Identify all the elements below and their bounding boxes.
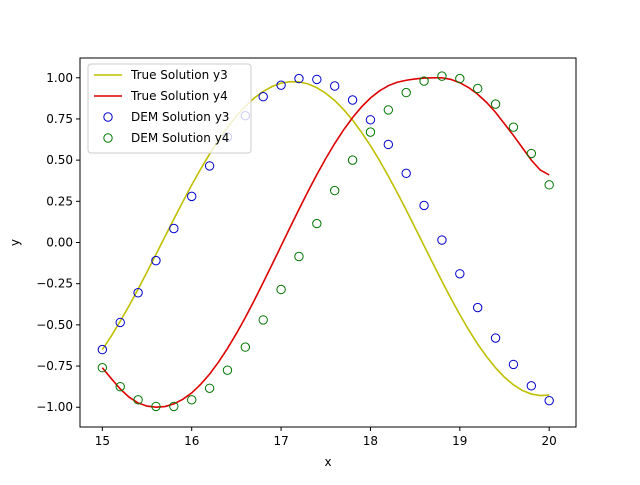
legend-marker-swatch xyxy=(103,112,113,122)
series-4-point xyxy=(455,73,465,84)
series-4-point xyxy=(401,87,411,98)
x-tick-label: 20 xyxy=(542,434,557,448)
series-4-point xyxy=(276,284,286,295)
series-4-point xyxy=(187,395,197,405)
y-tick-label: −0.75 xyxy=(36,359,73,373)
series-4-point xyxy=(347,155,358,165)
y-tick-label: −1.00 xyxy=(36,400,73,414)
x-axis: 15 16 17 18 19 20 xyxy=(95,427,557,448)
series-4-point xyxy=(115,381,125,392)
series-3-point xyxy=(115,317,125,328)
legend-marker-swatch xyxy=(103,133,113,143)
legend-label: DEM Solution y3 xyxy=(131,110,229,124)
y-tick-label: 0.50 xyxy=(46,153,73,167)
y-axis: −1.00 −0.75 −0.50 −0.25 0.00 0.25 0.50 0.75 1.00 xyxy=(36,71,80,414)
series-4-point xyxy=(508,122,519,132)
series-3-point xyxy=(151,255,161,266)
series-3-point xyxy=(526,381,537,391)
x-tick-label: 17 xyxy=(273,434,288,448)
series-4-point xyxy=(472,83,483,94)
series-3-point xyxy=(419,200,429,211)
x-axis-label: x xyxy=(324,455,331,469)
axes-frame xyxy=(79,57,577,428)
y-tick-label: −0.50 xyxy=(36,318,73,332)
plot-area xyxy=(97,71,554,412)
x-tick-label: 19 xyxy=(452,434,467,448)
series-4-point xyxy=(490,99,501,109)
series-4-point xyxy=(526,148,537,159)
series-3-point xyxy=(401,168,411,179)
x-tick-label: 15 xyxy=(95,434,110,448)
series-4-point xyxy=(222,365,233,375)
series-4-point xyxy=(133,395,143,405)
series-4-point xyxy=(383,105,394,115)
series-4-point xyxy=(330,185,340,196)
series-3-point xyxy=(312,74,322,85)
series-4-point xyxy=(294,251,304,262)
y-tick-label: −0.25 xyxy=(36,277,73,291)
series-3-point xyxy=(347,95,358,105)
legend: True Solution y3 True Solution y4 DEM Solu… xyxy=(87,63,252,154)
series-3-point xyxy=(276,80,286,90)
series-3-point xyxy=(294,73,304,84)
y-tick-label: 0.75 xyxy=(46,112,73,126)
x-tick-label: 16 xyxy=(184,434,199,448)
series-4-point xyxy=(240,342,251,352)
series-3-point xyxy=(472,302,483,313)
legend-label: True Solution y4 xyxy=(130,89,228,103)
y-tick-label: 0.00 xyxy=(46,236,73,250)
series-3-point xyxy=(508,359,519,370)
series-4-point xyxy=(544,180,554,190)
legend-label: True Solution y3 xyxy=(130,68,228,82)
series-3-point xyxy=(258,92,268,102)
series-3-point xyxy=(204,161,215,171)
series-3-point xyxy=(490,333,501,343)
series-3-point xyxy=(437,235,447,245)
series-4-point xyxy=(419,76,429,86)
series-3-point xyxy=(544,395,554,406)
series-4-point xyxy=(437,71,447,81)
series-4-point xyxy=(151,401,161,412)
series-4-point xyxy=(204,383,215,393)
series-line-1 xyxy=(101,80,550,397)
series-3-point xyxy=(97,344,108,355)
series-4-point xyxy=(365,127,376,137)
series-3-point xyxy=(383,139,394,150)
y-tick-label: 1.00 xyxy=(46,71,73,85)
series-3-point xyxy=(133,288,143,298)
series-4-point xyxy=(258,315,268,325)
legend-label: DEM Solution y4 xyxy=(131,131,229,145)
series-4-point xyxy=(97,363,108,373)
y-tick-label: 0.25 xyxy=(46,194,73,208)
legend-box xyxy=(87,63,252,154)
x-tick-label: 18 xyxy=(363,434,378,448)
series-3-point xyxy=(169,223,179,234)
series-4-point xyxy=(169,401,179,412)
y-axis-label: y xyxy=(8,239,22,246)
series-3-point xyxy=(365,115,376,125)
series-4-point xyxy=(312,218,322,229)
series-3-point xyxy=(330,81,340,91)
series-3-point xyxy=(187,191,197,202)
series-3-point xyxy=(455,269,465,279)
